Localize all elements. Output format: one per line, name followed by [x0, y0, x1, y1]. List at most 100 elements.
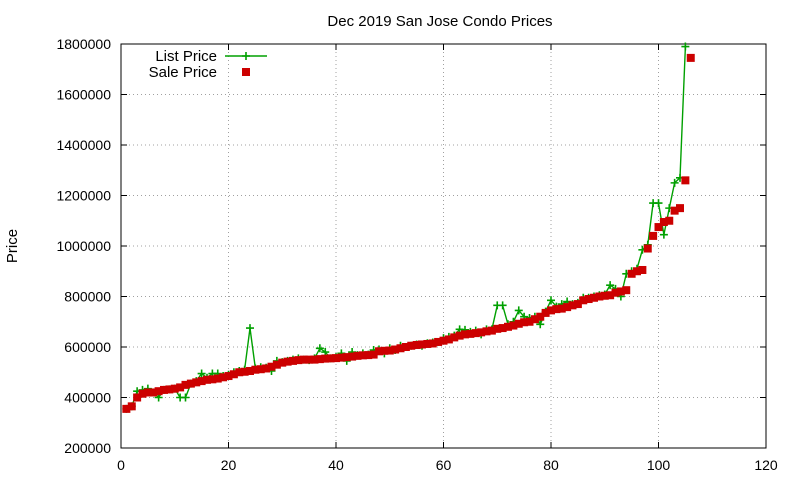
- sale-price-point: [552, 305, 561, 314]
- sale-price-point: [514, 319, 523, 328]
- sale-price-point: [487, 326, 496, 335]
- y-tick-label: 400000: [64, 390, 111, 406]
- sale-price-point: [208, 375, 217, 384]
- sale-price-point: [536, 312, 545, 321]
- sale-price-point: [676, 204, 684, 213]
- sale-price-point: [138, 389, 147, 398]
- sale-price-point: [305, 355, 314, 364]
- sale-price-point: [525, 317, 534, 326]
- sale-price-point: [573, 300, 582, 309]
- sale-price-point: [337, 353, 346, 362]
- sale-price-point: [686, 53, 695, 62]
- sale-price-point: [240, 367, 249, 376]
- sale-price-point: [385, 346, 394, 355]
- sale-price-point: [622, 286, 631, 295]
- sale-price-point: [342, 353, 351, 362]
- sale-price-point: [504, 322, 512, 331]
- list-price-point: [659, 230, 668, 239]
- sale-price-point: [369, 350, 378, 359]
- x-tick-label: 100: [647, 457, 671, 473]
- x-tick-label: 80: [543, 457, 559, 473]
- sale-price-point: [358, 351, 367, 360]
- list-price-point: [498, 301, 507, 310]
- sale-price-point: [407, 341, 416, 350]
- sale-price-series: [122, 53, 695, 413]
- y-tick-label: 1800000: [56, 36, 111, 52]
- sale-price-point: [681, 176, 690, 185]
- grid-layer: [121, 44, 766, 448]
- y-tick-label: 800000: [64, 289, 111, 305]
- sale-price-point: [375, 347, 383, 356]
- sale-price-point: [493, 324, 502, 333]
- sale-price-point: [654, 223, 663, 232]
- sale-price-point: [229, 370, 238, 379]
- sale-price-point: [224, 372, 233, 381]
- sale-price-point: [541, 308, 550, 317]
- list-price-line: [126, 46, 687, 410]
- y-tick-label: 1400000: [56, 137, 111, 153]
- sale-price-point: [616, 287, 625, 296]
- sale-price-point: [272, 360, 281, 369]
- sale-price-point: [423, 339, 432, 348]
- legend-label-list-price: List Price: [155, 48, 217, 65]
- sale-price-point: [627, 269, 636, 278]
- sale-price-point: [170, 384, 179, 393]
- sale-price-point: [321, 354, 330, 363]
- y-tick-label: 1200000: [56, 188, 111, 204]
- sale-price-point: [450, 333, 459, 342]
- sale-price-point: [595, 292, 604, 301]
- sale-price-point: [477, 328, 486, 337]
- sale-price-point: [391, 345, 400, 354]
- sale-price-point: [471, 329, 480, 338]
- sale-price-point: [283, 357, 292, 366]
- sale-price-point: [203, 375, 211, 384]
- sale-price-point: [278, 358, 287, 367]
- y-tick-label: 200000: [64, 440, 111, 456]
- list-price-point: [315, 344, 324, 353]
- sale-price-point: [611, 288, 620, 297]
- sale-price-point: [606, 291, 615, 300]
- sale-price-point: [638, 265, 647, 274]
- sale-price-point: [434, 337, 443, 346]
- y-tick-label: 600000: [64, 339, 111, 355]
- sale-price-point: [444, 335, 453, 344]
- sale-price-point: [315, 355, 324, 364]
- sale-price-point: [563, 303, 572, 312]
- x-tick-label: 120: [754, 457, 778, 473]
- legend-swatch-sale-price: [242, 68, 250, 76]
- y-tick-label: 1000000: [56, 238, 111, 254]
- sale-price-point: [127, 402, 136, 411]
- sale-price-point: [213, 374, 222, 383]
- sale-price-point: [197, 377, 206, 386]
- sale-price-point: [439, 336, 448, 345]
- list-price-point: [536, 320, 545, 329]
- sale-price-point: [509, 321, 518, 330]
- sale-price-point: [665, 216, 674, 225]
- ticks-layer: 0 20 40 60 80 100 120 200000 400000 600000 800000 1…: [56, 36, 777, 473]
- sale-price-point: [122, 404, 131, 413]
- sale-price-point: [670, 206, 679, 215]
- sale-price-point: [267, 362, 276, 371]
- list-price-point: [547, 296, 555, 305]
- sale-price-point: [364, 351, 373, 360]
- sale-price-point: [235, 368, 244, 377]
- sale-price-point: [332, 354, 340, 363]
- sale-price-point: [154, 387, 163, 396]
- sale-price-point: [160, 385, 168, 394]
- y-tick-label: 1600000: [56, 87, 111, 103]
- sale-price-point: [310, 355, 319, 364]
- sale-price-point: [380, 346, 389, 355]
- list-price-point: [246, 324, 254, 333]
- x-tick-label: 20: [221, 457, 237, 473]
- list-price-point: [181, 393, 190, 402]
- list-price-point: [197, 369, 206, 378]
- sale-price-point: [251, 365, 260, 374]
- legend: List Price Sale Price: [149, 48, 267, 81]
- list-price-point: [670, 178, 679, 187]
- x-tick-label: 40: [328, 457, 344, 473]
- sale-price-point: [649, 231, 658, 240]
- list-price-point: [654, 199, 663, 208]
- legend-label-sale-price: Sale Price: [149, 64, 217, 81]
- sale-price-point: [466, 329, 475, 338]
